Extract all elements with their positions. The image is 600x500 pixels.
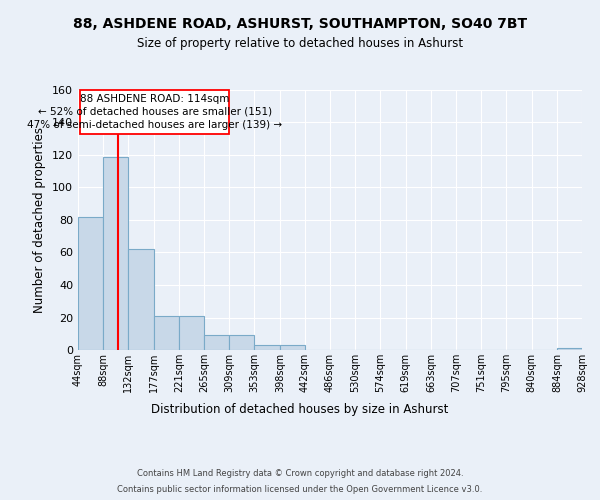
Text: Size of property relative to detached houses in Ashurst: Size of property relative to detached ho… — [137, 38, 463, 51]
Bar — [154, 316, 179, 350]
Text: 88, ASHDENE ROAD, ASHURST, SOUTHAMPTON, SO40 7BT: 88, ASHDENE ROAD, ASHURST, SOUTHAMPTON, … — [73, 18, 527, 32]
Bar — [80, 90, 229, 134]
Bar — [204, 336, 229, 350]
Bar — [229, 336, 254, 350]
Bar — [179, 316, 204, 350]
Text: ← 52% of detached houses are smaller (151): ← 52% of detached houses are smaller (15… — [38, 107, 272, 117]
Bar — [128, 249, 154, 350]
Text: Contains HM Land Registry data © Crown copyright and database right 2024.: Contains HM Land Registry data © Crown c… — [137, 469, 463, 478]
Y-axis label: Number of detached properties: Number of detached properties — [34, 127, 46, 313]
Bar — [280, 345, 305, 350]
Text: Distribution of detached houses by size in Ashurst: Distribution of detached houses by size … — [151, 402, 449, 415]
Text: 88 ASHDENE ROAD: 114sqm: 88 ASHDENE ROAD: 114sqm — [80, 94, 229, 104]
Text: Contains public sector information licensed under the Open Government Licence v3: Contains public sector information licen… — [118, 485, 482, 494]
Bar — [78, 217, 103, 350]
Bar — [103, 156, 128, 350]
Bar — [254, 345, 280, 350]
Text: 47% of semi-detached houses are larger (139) →: 47% of semi-detached houses are larger (… — [27, 120, 282, 130]
Bar — [557, 348, 582, 350]
